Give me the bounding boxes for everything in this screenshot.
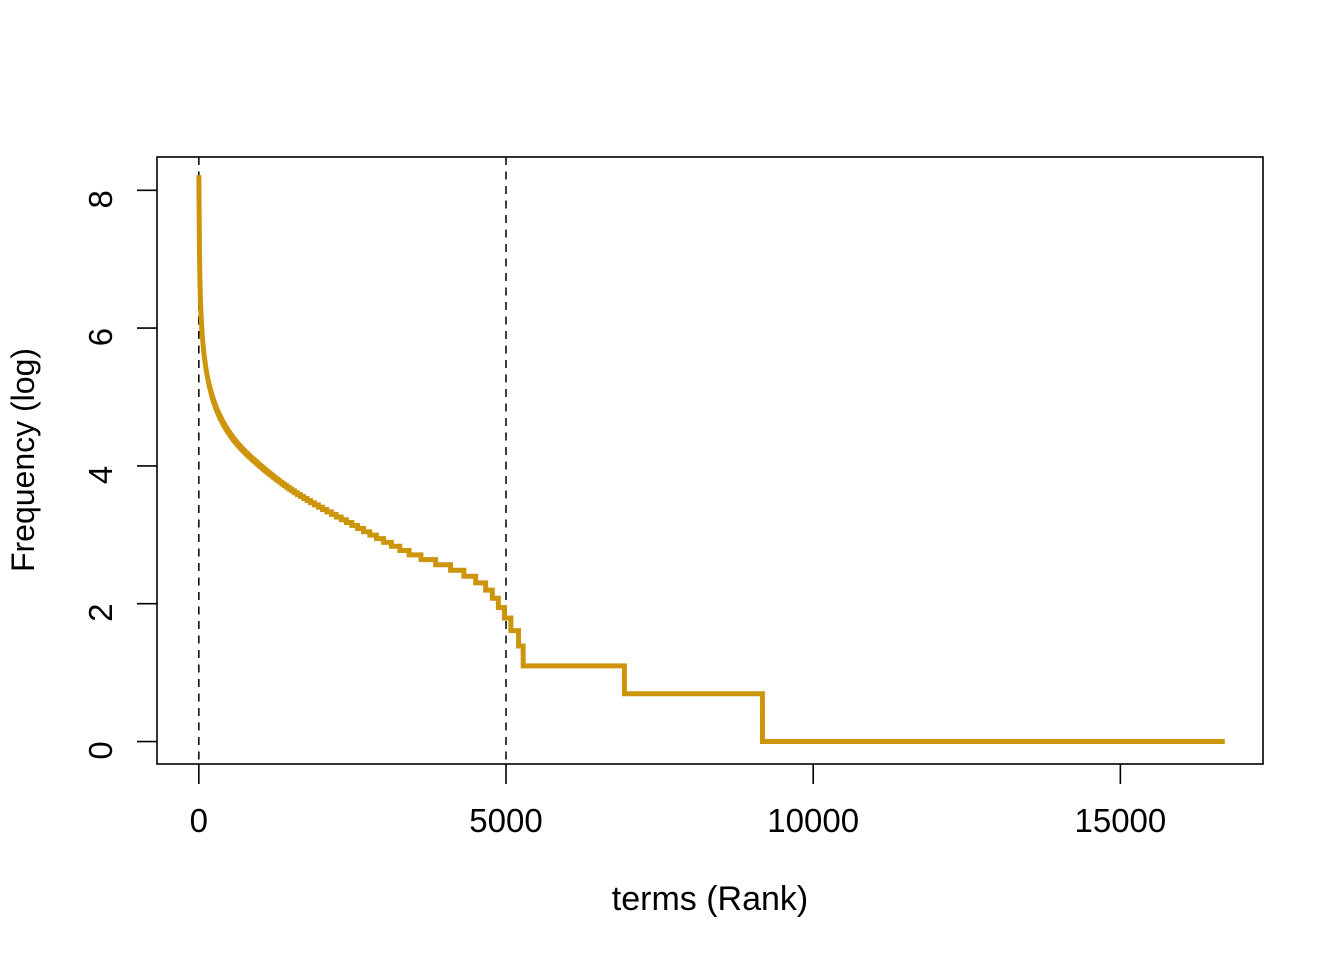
svg-text:4: 4 [82,466,119,484]
svg-text:terms (Rank): terms (Rank) [612,880,808,918]
svg-text:0: 0 [82,741,119,759]
svg-text:2: 2 [82,604,119,622]
svg-text:10000: 10000 [767,802,859,839]
svg-text:Frequency (log): Frequency (log) [5,348,41,572]
svg-text:0: 0 [190,802,208,839]
svg-text:5000: 5000 [469,802,542,839]
svg-text:6: 6 [82,328,119,346]
svg-text:8: 8 [82,190,119,208]
svg-text:15000: 15000 [1074,802,1166,839]
